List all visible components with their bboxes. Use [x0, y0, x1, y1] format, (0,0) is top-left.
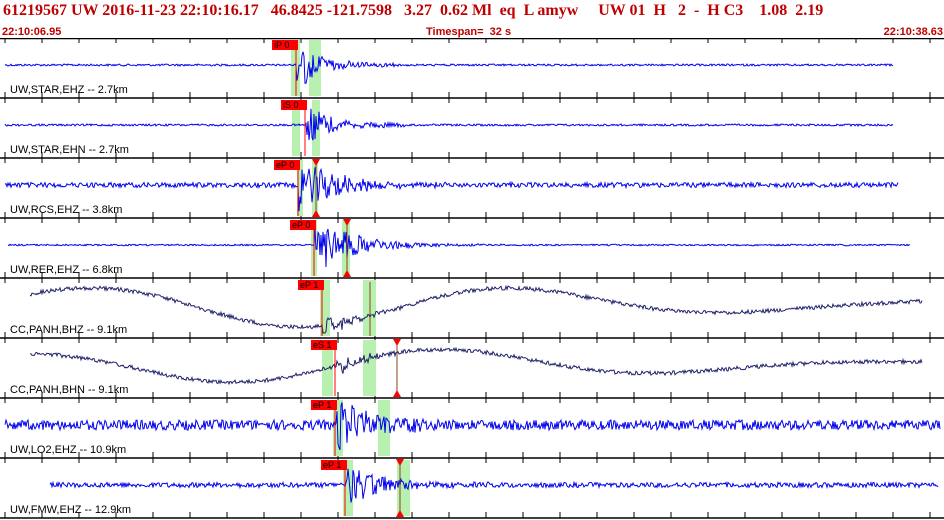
p-window-highlight: [297, 160, 303, 216]
pick-label: iP 0: [274, 40, 289, 50]
pick-label-box[interactable]: [290, 220, 316, 230]
channel-panel[interactable]: iP 0 UW,STAR,EHZ -- 2.7km: [0, 40, 944, 99]
start-time-label: 22:10:06.95: [2, 26, 62, 38]
channel-panel[interactable]: eP 1 UW,FMW,EHZ -- 12.9km: [0, 459, 944, 519]
channel-panel[interactable]: eS 1 CC,PANH,BHN -- 9.1km: [0, 339, 944, 399]
waveform-trace: [4, 402, 941, 451]
arrival-triangle-down-icon: [396, 459, 404, 466]
s-window-highlight: [309, 40, 321, 96]
event-summary-title: 61219567 UW 2016-11-23 22:10:16.17 46.84…: [3, 2, 824, 19]
pick-label-box[interactable]: [321, 460, 347, 470]
p-window-highlight: [292, 100, 300, 156]
timespan-label: Timespan= 32 s: [426, 26, 512, 38]
arrival-triangle-up-icon: [312, 210, 320, 217]
p-window-highlight: [343, 460, 353, 516]
end-time-label: 22:10:38.63: [883, 26, 943, 38]
channel-panel[interactable]: eP 1 UW,LO2,EHZ -- 10.9km: [0, 400, 944, 459]
arrival-triangle-down-icon: [312, 159, 320, 166]
channel-panels: iP 0 UW,STAR,EHZ -- 2.7km iS 0 UW,STAR,EHN …: [0, 38, 944, 519]
channel-panel[interactable]: eP 0 UW,RCS,EHZ -- 3.8km: [0, 159, 944, 219]
channel-label: UW,LO2,EHZ -- 10.9km: [10, 444, 126, 456]
pick-label: eP 0: [276, 160, 294, 170]
pick-label-box[interactable]: [274, 160, 300, 170]
channel-panel[interactable]: eP 1 CC,PANH,BHZ -- 9.1km: [0, 280, 944, 339]
channel-panel[interactable]: eP 0 UW,RER,EHZ -- 6.8km: [0, 219, 944, 279]
s-window-highlight: [342, 220, 350, 276]
arrival-triangle-up-icon: [343, 270, 351, 277]
pick-label: eP 1: [323, 460, 341, 470]
arrival-triangle-down-icon: [343, 219, 351, 226]
pick-label-box[interactable]: [298, 280, 324, 290]
pick-label: eS 1: [313, 340, 332, 350]
waveform-trace: [29, 284, 923, 334]
pick-label: eP 1: [300, 280, 318, 290]
waveform-trace: [29, 346, 923, 386]
channel-panel[interactable]: iS 0 UW,STAR,EHN -- 2.7km: [0, 100, 944, 159]
channel-label: CC,PANH,BHZ -- 9.1km: [10, 324, 127, 336]
waveform-trace: [4, 108, 894, 141]
time-ticks: [4, 38, 931, 518]
pick-label-box[interactable]: [272, 40, 298, 50]
channel-label: UW,RCS,EHZ -- 3.8km: [10, 204, 122, 216]
pick-label: iS 0: [283, 100, 299, 110]
arrival-triangle-down-icon: [393, 339, 401, 346]
waveform-trace: [4, 167, 899, 212]
channel-label: UW,RER,EHZ -- 6.8km: [10, 264, 122, 276]
channel-label: CC,PANH,BHN -- 9.1km: [10, 384, 128, 396]
seismogram-panel[interactable]: iP 0 UW,STAR,EHZ -- 2.7km iS 0 UW,STAR,EHN …: [0, 38, 944, 520]
arrival-triangle-up-icon: [393, 390, 401, 397]
waveform-trace: [7, 228, 911, 268]
channel-label: UW,STAR,EHZ -- 2.7km: [10, 84, 128, 96]
waveform-trace: [4, 51, 894, 84]
pick-label: eP 1: [313, 400, 331, 410]
s-window-highlight: [312, 100, 320, 156]
pick-label-box[interactable]: [281, 100, 307, 110]
arrival-triangle-up-icon: [396, 510, 404, 517]
pick-label: eP 0: [292, 220, 310, 230]
s-window-highlight: [378, 400, 390, 456]
event-header: 61219567 UW 2016-11-23 22:10:16.17 46.84…: [0, 0, 944, 38]
pick-label-box[interactable]: [311, 340, 337, 350]
p-window-highlight: [320, 280, 330, 336]
pick-label-box[interactable]: [311, 400, 337, 410]
s-window-highlight: [312, 160, 318, 216]
channel-label: UW,STAR,EHN -- 2.7km: [10, 144, 129, 156]
waveform-trace: [49, 468, 939, 503]
s-window-highlight: [363, 340, 376, 396]
channel-label: UW,FMW,EHZ -- 12.9km: [10, 504, 131, 516]
